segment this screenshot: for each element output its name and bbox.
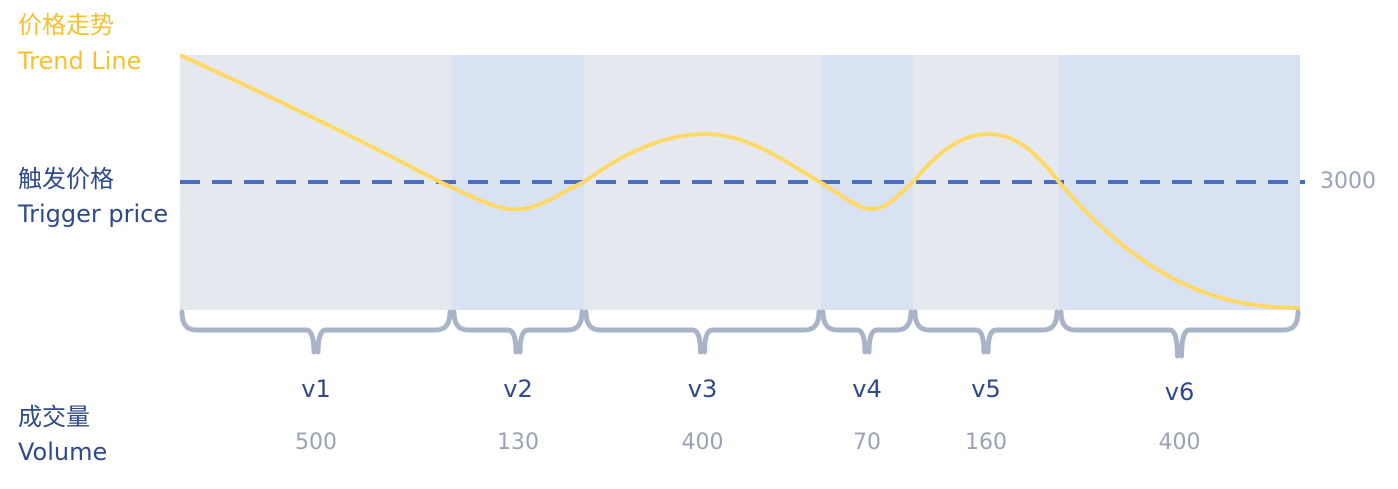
segment-labels: v1 500 v2 130 v3 400 v4 70 v5 160 v6 400: [295, 375, 1201, 455]
segment-name: v1: [301, 375, 330, 403]
braces: [179, 309, 1301, 359]
brace: [583, 309, 822, 355]
brace: [912, 309, 1060, 355]
segment-volume: 70: [853, 430, 881, 455]
segment-volume: 400: [1159, 430, 1201, 455]
segment-name: v6: [1165, 378, 1194, 406]
brace: [1058, 309, 1301, 359]
segment-name: v3: [688, 375, 717, 403]
trend-label-en: Trend Line: [17, 47, 141, 75]
volume-label-en: Volume: [18, 438, 107, 466]
segment-volume: 160: [965, 430, 1007, 455]
segment-name: v4: [852, 375, 881, 403]
segment-volume: 500: [295, 430, 337, 455]
trigger-value: 3000: [1320, 169, 1376, 194]
trigger-label-zh: 触发价格: [18, 165, 114, 193]
trend-line: [179, 53, 1301, 310]
brace: [179, 309, 453, 355]
trend-label-zh: 价格走势: [18, 11, 114, 39]
trigger-label-en: Trigger price: [17, 200, 168, 228]
segment-name: v2: [503, 375, 532, 403]
segment-volume: 400: [682, 430, 724, 455]
brace: [820, 309, 914, 355]
segment-volume: 130: [497, 430, 539, 455]
segment-name: v5: [971, 375, 1000, 403]
volume-label-zh: 成交量: [18, 403, 90, 431]
brace: [451, 309, 585, 355]
